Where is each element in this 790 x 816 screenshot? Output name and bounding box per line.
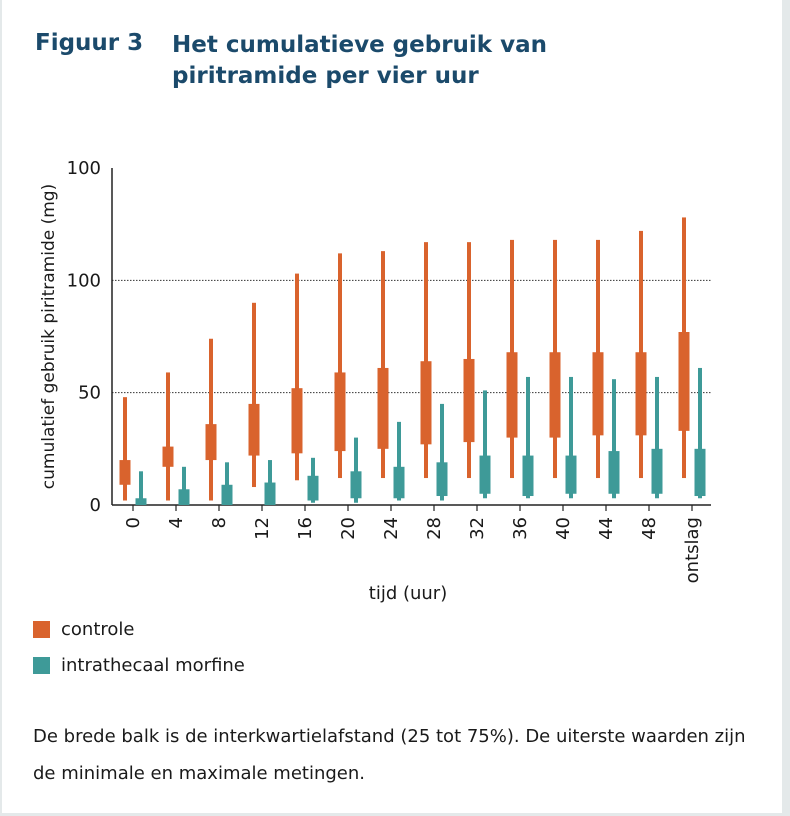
box-morfine — [608, 451, 620, 494]
whisker-morfine — [354, 437, 358, 503]
whisker-morfine — [440, 403, 444, 501]
whisker-controle — [381, 251, 385, 479]
x-tick-label: 4 — [166, 517, 187, 528]
whisker-morfine — [225, 462, 229, 505]
box-controle — [119, 460, 131, 485]
box-morfine — [694, 448, 706, 497]
figure-title: Het cumulatieve gebruik van piritramide … — [172, 32, 547, 89]
x-tick-label: 32 — [467, 517, 488, 540]
box-controle — [678, 332, 690, 431]
legend-label-controle: controle — [61, 619, 135, 640]
box-morfine — [221, 484, 233, 505]
y-axis-label: cumulatief gebruik piritramide (mg) — [39, 184, 59, 489]
footnote: De brede balk is de interkwartielafstand… — [33, 726, 746, 784]
box-controle — [248, 403, 260, 456]
x-tick-label: 40 — [553, 517, 574, 540]
box-morfine — [393, 466, 405, 499]
box-morfine — [264, 482, 276, 505]
box-controle — [592, 352, 604, 436]
x-tick-label: 28 — [424, 517, 445, 540]
legend-swatch-controle — [33, 621, 50, 638]
box-morfine — [307, 475, 319, 501]
legend-label-morfine: intrathecaal morfine — [61, 655, 245, 676]
box-controle — [420, 361, 432, 445]
x-tick-label: 12 — [252, 517, 273, 540]
x-tick-label: 48 — [639, 517, 660, 540]
x-tick-label: 16 — [295, 517, 316, 540]
x-tick-label: ontslag — [682, 517, 703, 583]
whisker-controle — [295, 273, 299, 481]
box-morfine — [178, 489, 190, 505]
box-controle — [205, 424, 217, 461]
frame-left — [0, 0, 2, 816]
box-controle — [291, 388, 303, 454]
box-controle — [162, 446, 174, 467]
whisker-morfine — [397, 421, 401, 501]
box-morfine — [522, 455, 534, 497]
whisker-controle — [123, 397, 127, 501]
whisker-morfine — [526, 376, 530, 499]
whisker-controle — [252, 302, 256, 488]
y-tick-label: 0 — [90, 495, 101, 516]
x-tick-label: 8 — [209, 517, 230, 528]
box-morfine — [436, 462, 448, 497]
whisker-morfine — [483, 390, 487, 499]
box-morfine — [350, 471, 362, 499]
x-tick-label: 44 — [596, 517, 617, 540]
box-controle — [377, 367, 389, 449]
whisker-morfine — [569, 376, 573, 499]
box-morfine — [651, 448, 663, 494]
boxplot-chart: 0 50 100 100 cumulatief gebruik piritramide … — [39, 158, 711, 604]
box-morfine — [479, 455, 491, 494]
whisker-controle — [166, 372, 170, 501]
y-tick-label: 100 — [67, 270, 101, 291]
box-controle — [549, 352, 561, 438]
whisker-controle — [209, 338, 213, 501]
whisker-controle — [424, 242, 428, 479]
whisker-morfine — [612, 379, 616, 499]
box-controle — [635, 352, 647, 436]
frame-right — [782, 0, 790, 816]
box-controle — [463, 358, 475, 443]
x-tick-label: 20 — [338, 517, 359, 540]
whisker-morfine — [139, 471, 143, 505]
box-morfine — [565, 455, 577, 494]
y-tick-label: 100 — [67, 158, 101, 179]
whisker-morfine — [655, 376, 659, 499]
y-tick-label: 50 — [78, 383, 101, 404]
whisker-morfine — [182, 466, 186, 505]
legend-swatch-morfine — [33, 657, 50, 674]
x-tick-label: 24 — [381, 517, 402, 540]
legend-item-controle: controle — [33, 619, 134, 640]
frame-bottom — [0, 813, 790, 816]
legend-item-morfine: intrathecaal morfine — [33, 655, 245, 676]
x-axis-label: tijd (uur) — [369, 583, 447, 604]
x-tick-label: 0 — [123, 517, 144, 528]
whisker-morfine — [698, 367, 702, 499]
box-controle — [334, 372, 346, 452]
whisker-controle — [338, 253, 342, 479]
box-morfine — [135, 498, 147, 505]
figure-label: Figuur 3 — [35, 30, 144, 56]
box-controle — [506, 352, 518, 438]
x-tick-label: 36 — [510, 517, 531, 540]
